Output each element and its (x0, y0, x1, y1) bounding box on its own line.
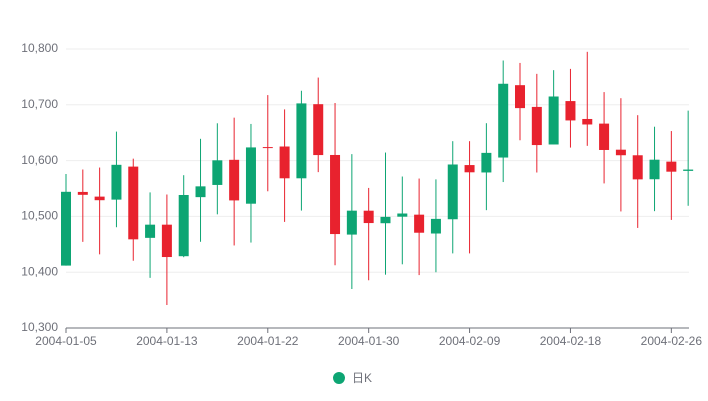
x-tick-label: 2004-02-26 (641, 334, 703, 348)
candle-body (565, 101, 576, 121)
candle-body (279, 146, 290, 179)
candle-body (666, 161, 677, 172)
legend-marker (333, 372, 345, 384)
y-tick-label: 10,700 (21, 97, 58, 111)
candle-body (111, 164, 122, 200)
candle-body (464, 165, 475, 173)
candle-body (632, 155, 643, 180)
candle-body (262, 147, 273, 149)
x-tick-label: 2004-02-18 (540, 334, 602, 348)
y-tick-label: 10,300 (21, 320, 58, 334)
candle-body (346, 210, 357, 235)
candle-body (212, 160, 223, 185)
candle-body (481, 152, 492, 173)
candle-body (599, 123, 610, 150)
candle-body (447, 164, 458, 220)
candle-body (414, 214, 425, 233)
x-tick-label: 2004-01-13 (136, 334, 198, 348)
candle-body (313, 104, 324, 156)
y-tick-label: 10,600 (21, 153, 58, 167)
y-tick-label: 10,500 (21, 209, 58, 223)
candle-body (363, 210, 374, 224)
x-tick-label: 2004-01-22 (237, 334, 299, 348)
candle-body (498, 83, 509, 158)
candle-body (531, 106, 542, 146)
candle-body (161, 224, 172, 258)
candle-body (195, 186, 206, 198)
candle-body (61, 191, 71, 266)
y-tick-label: 10,400 (21, 264, 58, 278)
candle-body (245, 147, 256, 204)
candle-body (683, 169, 694, 171)
candle-body (615, 149, 626, 156)
candle-body (94, 196, 105, 201)
candle-body (649, 159, 660, 180)
x-tick-label: 2004-01-30 (338, 334, 400, 348)
x-tick-label: 2004-01-05 (35, 334, 97, 348)
legend-label: 日K (352, 371, 372, 385)
candle-body (397, 213, 408, 217)
candle-body (515, 85, 526, 109)
candle-body (582, 118, 593, 125)
candle-body (548, 96, 559, 145)
x-tick-label: 2004-02-09 (439, 334, 501, 348)
candle-body (380, 216, 391, 224)
y-tick-label: 10,800 (21, 41, 58, 55)
candle-body (145, 224, 156, 238)
candle-body (229, 159, 240, 201)
candle-body (178, 194, 189, 257)
candle-body (128, 166, 139, 240)
candle-body (330, 154, 341, 235)
candle-body (296, 103, 307, 179)
candle-body (77, 191, 88, 195)
candle-body (430, 218, 441, 234)
